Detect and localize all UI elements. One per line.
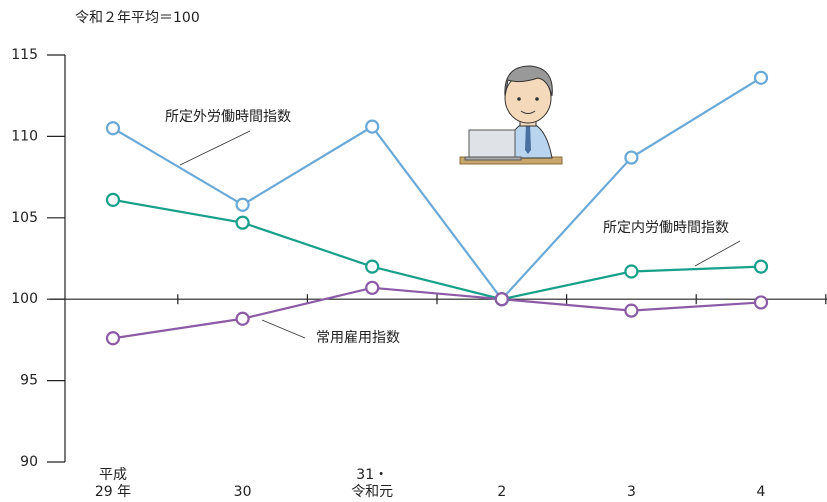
x-tick-label: 2: [497, 484, 506, 500]
illustration: [459, 65, 563, 165]
y-tick-label: 115: [11, 47, 38, 63]
point: [105, 121, 121, 136]
point: [624, 150, 639, 165]
point: [624, 303, 639, 318]
point: [365, 280, 380, 295]
point: [105, 192, 121, 207]
x-tick-label: 3: [627, 484, 636, 500]
point: [753, 70, 769, 85]
series-line: [112, 198, 762, 301]
series-line: [112, 286, 762, 340]
point: [365, 259, 380, 274]
series-label: 所定外労働時間指数: [165, 109, 291, 125]
point: [624, 264, 639, 279]
y-tick-label: 100: [11, 291, 38, 307]
series-label: 所定内労働時間指数: [603, 220, 729, 236]
y-tick-label: 90: [20, 454, 38, 470]
leader-line: [179, 130, 251, 166]
point: [105, 331, 121, 346]
x-tick-label: 4: [757, 484, 766, 500]
point: [235, 311, 250, 326]
unit-label: 令和２年平均＝100: [75, 10, 200, 26]
point: [235, 215, 250, 230]
y-tick-label: 95: [20, 373, 38, 389]
point: [365, 119, 380, 134]
x-tick-label: 30: [234, 484, 252, 500]
x-tick-label: 31・令和元: [351, 467, 393, 500]
series-label: 常用雇用指数: [316, 329, 400, 346]
y-tick-label: 105: [11, 210, 38, 226]
series-line: [112, 76, 762, 301]
y-tick-label: 110: [11, 128, 38, 144]
point: [753, 259, 769, 274]
point: [494, 292, 509, 307]
point: [235, 197, 250, 212]
leader-line: [261, 319, 306, 339]
x-tick-label: 平成 29 年: [95, 467, 131, 500]
leader-line: [694, 240, 741, 267]
point: [753, 295, 769, 310]
